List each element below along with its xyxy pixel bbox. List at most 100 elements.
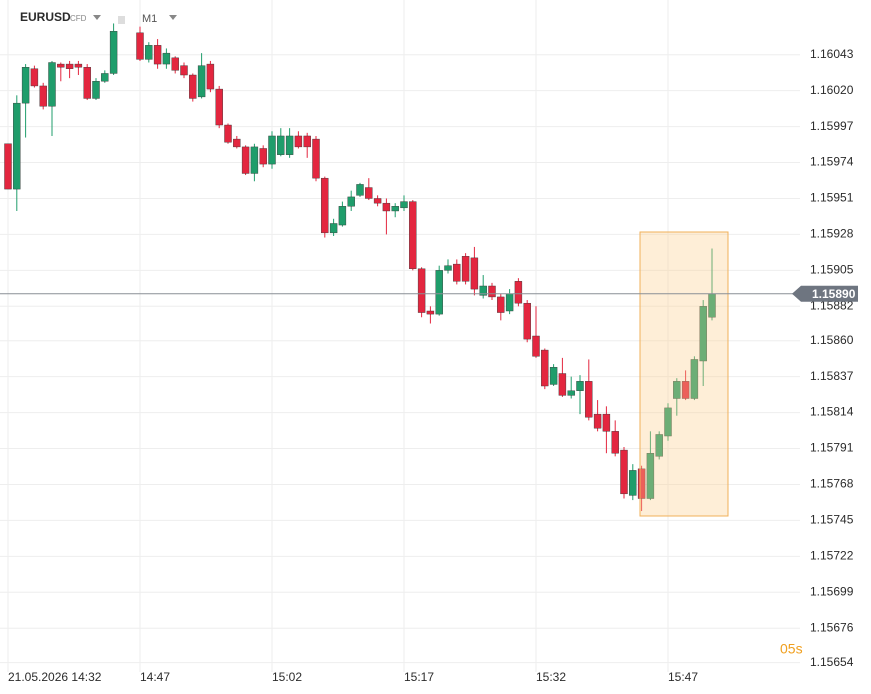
candle-body xyxy=(541,349,549,387)
candle-body xyxy=(646,453,655,499)
candles xyxy=(4,23,716,512)
candle-body xyxy=(391,206,399,212)
candle-body xyxy=(637,468,646,499)
candle-body xyxy=(497,296,505,313)
countdown: 05s xyxy=(780,641,803,657)
candle-body xyxy=(673,381,681,399)
x-tick-label: 15:17 xyxy=(404,670,434,684)
candle-body xyxy=(453,263,461,282)
axis-labels: 1.16043 1.16020 1.15997 1.15974 1.15951 1.159… xyxy=(0,47,858,684)
candle-body xyxy=(48,62,56,107)
candle-body xyxy=(558,373,567,396)
candle-body xyxy=(171,57,179,71)
candle-body xyxy=(356,184,364,196)
candle-body xyxy=(109,31,118,74)
candle-body xyxy=(435,270,443,315)
candle-body xyxy=(57,63,65,68)
candle-body xyxy=(479,285,487,296)
candle-body xyxy=(409,201,417,270)
candle-body xyxy=(294,135,303,148)
candle-body xyxy=(470,257,479,290)
candle-body xyxy=(74,63,83,68)
candle-body xyxy=(514,281,523,304)
candle-body xyxy=(285,135,294,155)
y-tick-label: 1.15722 xyxy=(810,549,854,563)
candle-body xyxy=(338,206,347,226)
candle-body xyxy=(417,268,426,313)
x-tick-label: 21.05.2026 14:32 xyxy=(8,670,102,684)
candle-body xyxy=(444,265,452,271)
x-tick-label: 15:32 xyxy=(536,670,566,684)
candle-body xyxy=(365,187,373,199)
y-tick-label: 1.15654 xyxy=(810,655,854,669)
candle-body xyxy=(215,88,223,126)
y-tick-label: 1.15676 xyxy=(810,620,854,634)
x-tick-label: 15:02 xyxy=(272,670,302,684)
candle-body xyxy=(233,138,241,148)
candle-body xyxy=(101,73,109,82)
y-tick-label: 1.15860 xyxy=(810,333,854,347)
y-tick-label: 1.15882 xyxy=(810,298,854,312)
candle-body xyxy=(426,310,435,315)
candle-body xyxy=(180,65,188,76)
candle-body xyxy=(92,81,100,99)
candle-body xyxy=(585,381,593,418)
candle-body xyxy=(39,85,47,107)
y-tick-label: 1.15768 xyxy=(810,477,854,491)
y-tick-label: 1.15997 xyxy=(810,119,854,133)
candle-body xyxy=(162,52,171,65)
candle-body xyxy=(373,198,382,204)
candle-body xyxy=(699,306,707,362)
y-tick-label: 1.15814 xyxy=(810,405,854,419)
candle-body xyxy=(347,196,355,207)
candle-body xyxy=(13,102,21,190)
candle-body xyxy=(30,68,39,87)
y-tick-label: 1.15745 xyxy=(810,513,854,527)
candle-body xyxy=(461,256,470,282)
timeframe-dropdown[interactable] xyxy=(169,15,177,20)
symbol-dropdown[interactable] xyxy=(93,15,101,20)
candle-body xyxy=(593,413,602,429)
candle-body xyxy=(277,135,285,155)
candle-body xyxy=(189,74,197,99)
candle-body xyxy=(153,45,162,65)
candle-body xyxy=(602,413,611,432)
y-tick-label: 1.16020 xyxy=(810,83,854,97)
timeframe[interactable]: M1 xyxy=(142,13,157,25)
y-tick-label: 1.15951 xyxy=(810,191,854,205)
y-tick-label: 1.15905 xyxy=(810,263,854,277)
y-tick-label: 1.15837 xyxy=(810,369,854,383)
last-price-tag xyxy=(792,285,858,302)
candle-body xyxy=(241,146,250,174)
candle-body xyxy=(655,434,663,457)
y-tick-label: 1.15791 xyxy=(810,441,854,455)
candle-body xyxy=(4,143,12,190)
candle-body xyxy=(250,146,259,174)
x-tick-label: 15:47 xyxy=(668,670,698,684)
highlight-box xyxy=(639,231,729,517)
candle-body xyxy=(681,381,690,399)
candle-body xyxy=(312,138,320,179)
candle-body xyxy=(303,135,311,148)
candle-body xyxy=(382,202,391,212)
candle-body xyxy=(549,367,558,385)
candle-body xyxy=(268,135,276,165)
candle-body xyxy=(690,359,699,399)
candle-body xyxy=(620,449,628,495)
candle-body xyxy=(532,335,540,357)
market: CFD xyxy=(70,14,87,23)
candle-body xyxy=(259,148,267,165)
candle-body xyxy=(629,470,637,496)
candle-body xyxy=(567,390,575,396)
candle-body xyxy=(576,381,584,391)
symbol[interactable]: EURUSD xyxy=(20,10,71,24)
candle-body xyxy=(83,66,91,99)
candle-body xyxy=(523,302,531,340)
candle-body xyxy=(136,32,144,60)
y-tick-label: 1.15928 xyxy=(810,227,854,241)
grid xyxy=(0,0,800,672)
candle-body xyxy=(488,285,496,298)
candle-body xyxy=(65,63,74,69)
